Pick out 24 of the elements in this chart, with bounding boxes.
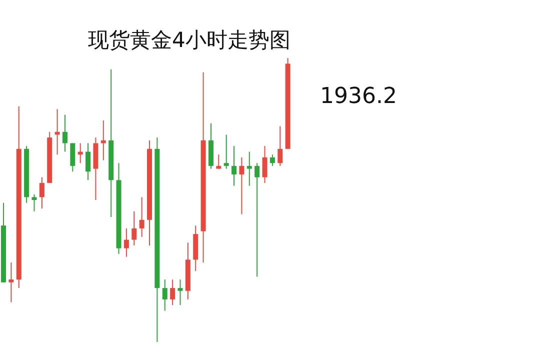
candlestick <box>70 142 76 172</box>
candlestick <box>62 114 68 152</box>
candlestick <box>32 194 37 212</box>
candlestick <box>262 146 268 184</box>
candlestick <box>162 279 168 312</box>
candlestick <box>224 134 229 170</box>
candlestick <box>170 279 176 306</box>
candlestick <box>216 154 222 170</box>
candlestick <box>178 279 183 306</box>
candlestick <box>139 196 144 238</box>
text: 1936.2 <box>320 84 397 109</box>
candlestick <box>270 154 275 166</box>
candlestick <box>232 146 237 186</box>
candlestick <box>254 162 260 278</box>
chart-title: 现货黄金4小时走势图 <box>88 27 290 54</box>
candlestick <box>246 151 252 186</box>
candlestick <box>124 228 129 258</box>
candlestick <box>239 156 244 215</box>
candlestick <box>86 142 91 181</box>
candlestick <box>8 262 14 303</box>
candlestick <box>39 176 44 210</box>
candlestick <box>278 126 283 166</box>
candlestick <box>132 210 137 246</box>
candlestick <box>78 142 83 164</box>
